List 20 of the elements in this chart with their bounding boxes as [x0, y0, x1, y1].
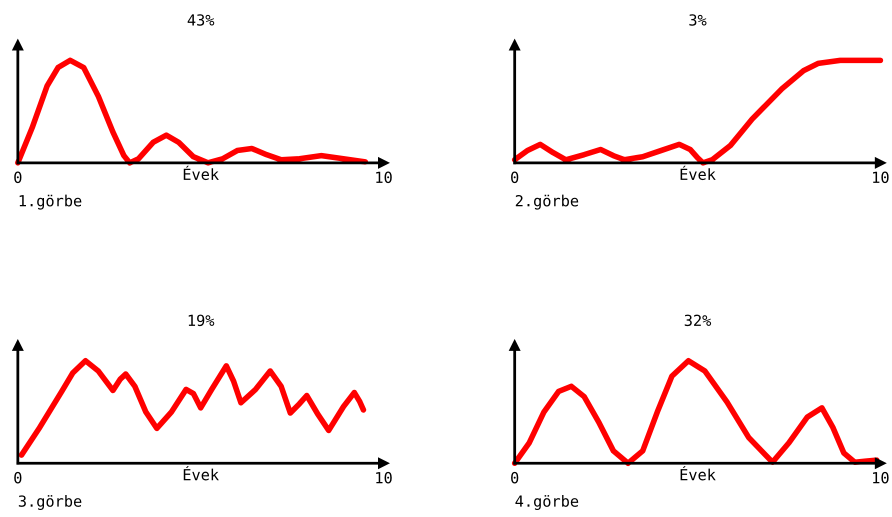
chart-title: 19%: [188, 314, 214, 326]
text: 3.görbe: [18, 495, 82, 510]
x-axis-title: Évek: [680, 166, 716, 180]
x-axis-title: Évek: [680, 466, 716, 480]
text: 4.görbe: [515, 495, 578, 510]
x-tick-label: 10: [873, 472, 889, 484]
x-axis-title: Évek: [184, 166, 219, 180]
x-tick-label: 0: [511, 472, 518, 484]
text: 1.görbe: [20, 194, 82, 210]
chart-title: 3%: [689, 14, 706, 26]
text: 2.görbe: [516, 194, 578, 210]
chart-title: 32%: [684, 314, 712, 326]
x-tick-label: 0: [511, 172, 518, 184]
chart-title: 43%: [188, 14, 214, 26]
x-axis-title: Évek: [184, 466, 219, 480]
x-tick-label: 0: [14, 172, 22, 184]
x-tick-label: 10: [376, 172, 392, 184]
x-tick-label: 0: [14, 472, 22, 484]
x-tick-label: 10: [873, 172, 889, 184]
x-tick-label: 10: [376, 472, 392, 484]
